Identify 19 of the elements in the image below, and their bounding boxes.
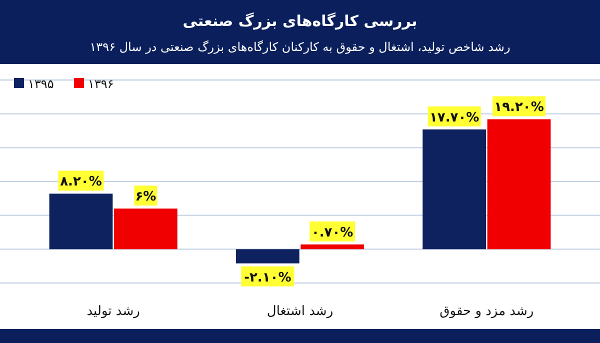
bar <box>300 244 364 250</box>
legend-label: ۱۳۹۶ <box>88 77 114 91</box>
data-label: ۸.۲۰% <box>60 174 102 190</box>
x-tick-label: رشد مزد و حقوق <box>440 304 534 319</box>
bar <box>114 208 178 250</box>
chart-subtitle: رشد شاخص تولید، اشتغال و حقوق به کارکنان کارگاه‌های بزرگ صنعتی در سال ۱۳۹۶ <box>90 40 510 54</box>
bar <box>422 129 486 250</box>
x-tick-label: رشد تولید <box>86 304 140 319</box>
chart-title: بررسی کارگاه‌های بزرگ صنعتی <box>182 12 418 30</box>
data-label: ۱۹.۲۰% <box>494 100 544 116</box>
legend-label: ۱۳۹۵ <box>28 77 54 91</box>
data-label: -۲.۱۰% <box>244 270 292 286</box>
data-label: ۶% <box>135 190 156 205</box>
data-label: ۰.۷۰% <box>311 225 354 240</box>
x-tick-label: رشد اشتغال <box>266 304 334 319</box>
bar <box>487 119 551 250</box>
data-label: ۱۷.۷۰% <box>429 110 480 126</box>
bar <box>49 194 113 250</box>
bar <box>236 249 300 264</box>
